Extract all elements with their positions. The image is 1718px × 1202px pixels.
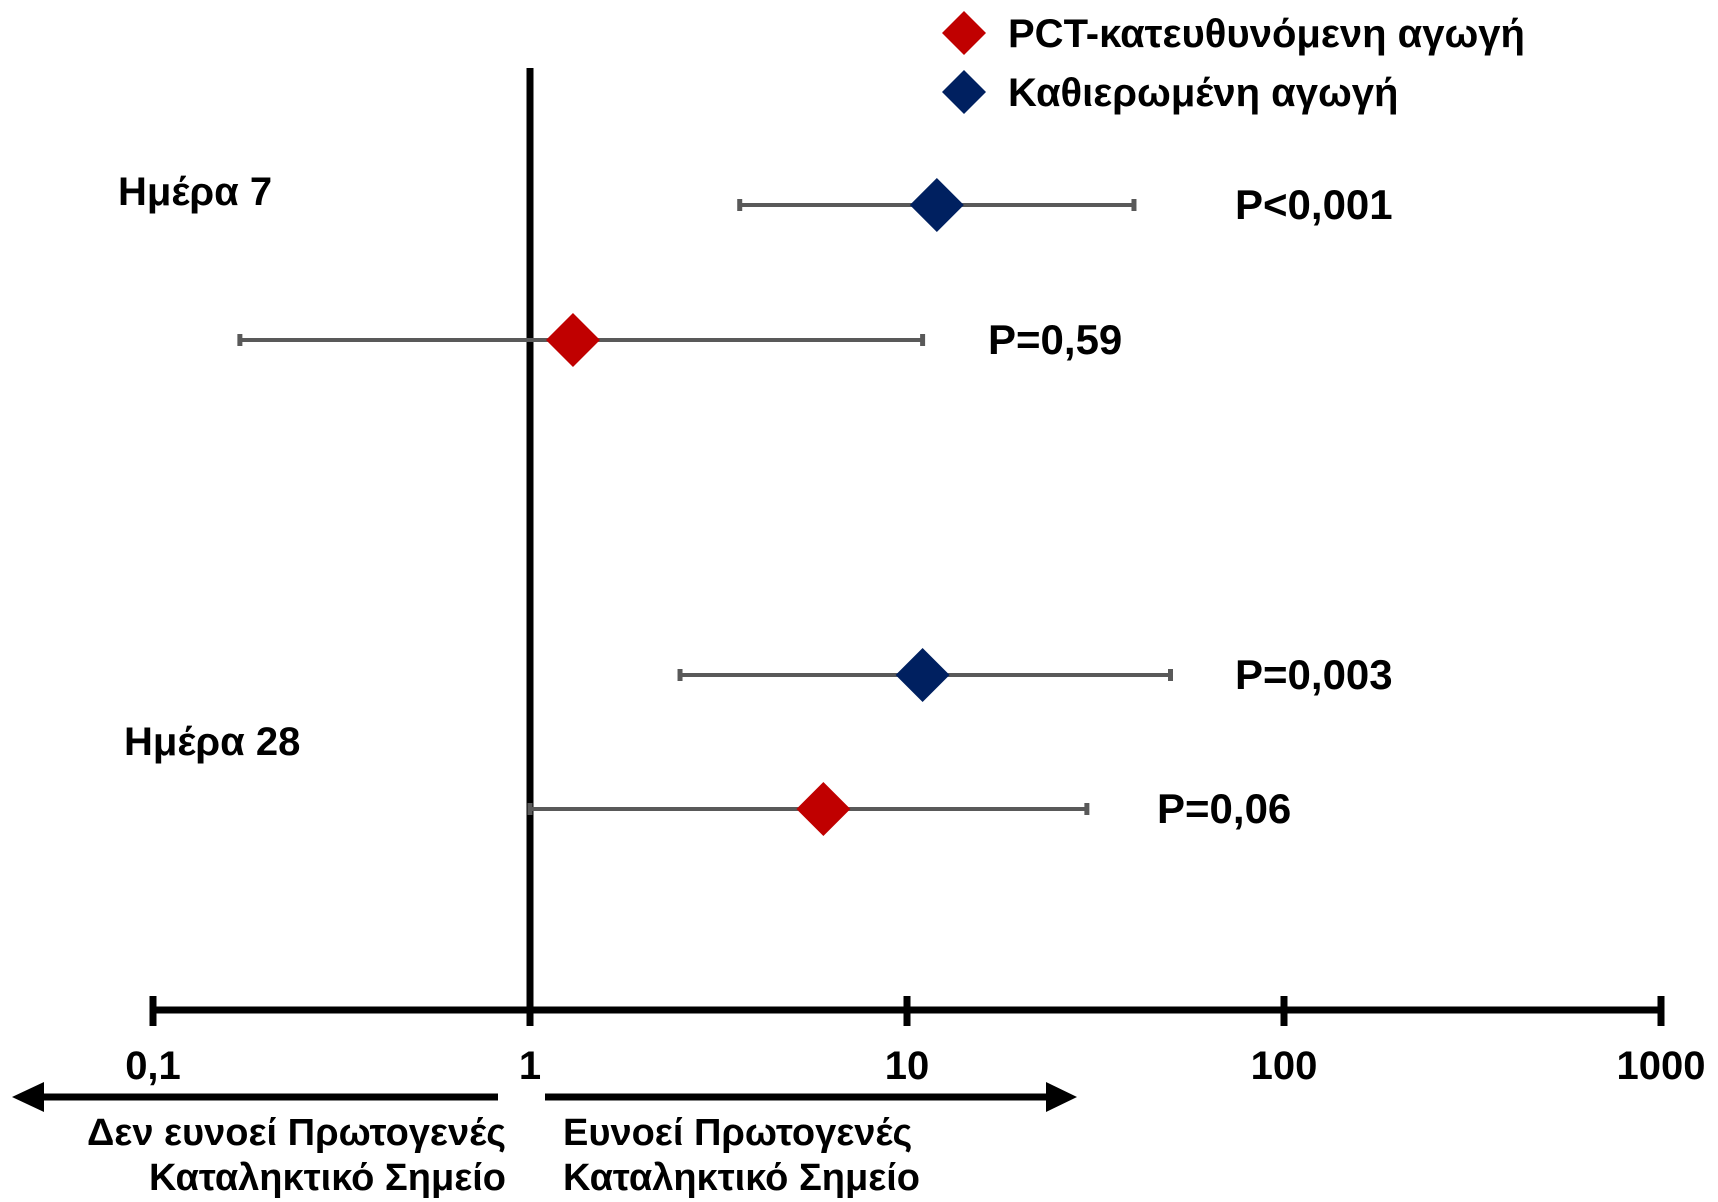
estimate-diamond: [909, 178, 964, 232]
legend-label: Καθιερωμένη αγωγή: [1008, 71, 1398, 115]
legend-marker: [942, 11, 986, 55]
legend-marker: [942, 70, 986, 114]
right-arrow-head: [1046, 1082, 1077, 1112]
estimate-diamond: [796, 782, 851, 836]
estimate-diamond: [895, 648, 950, 702]
group-label: Ημέρα 28: [124, 720, 300, 764]
p-value-label: P=0,59: [988, 316, 1122, 363]
direction-label-right: Καταληκτικό Σημείο: [563, 1157, 920, 1199]
p-value-label: P=0,003: [1235, 651, 1393, 698]
x-tick-label: 1000: [1617, 1044, 1706, 1088]
x-tick-label: 100: [1251, 1044, 1318, 1088]
p-value-label: P=0,06: [1157, 785, 1291, 832]
x-tick-label: 0,1: [125, 1044, 181, 1088]
x-tick-label: 10: [885, 1044, 930, 1088]
estimate-diamond: [545, 313, 600, 367]
p-value-label: P<0,001: [1235, 181, 1393, 228]
x-tick-label: 1: [519, 1044, 541, 1088]
direction-label-right: Ευνοεί Πρωτογενές: [563, 1112, 912, 1154]
left-arrow-head: [12, 1082, 44, 1112]
direction-label-left: Δεν ευνοεί Πρωτογενές: [87, 1112, 506, 1154]
legend-label: PCT-κατευθυνόμενη αγωγή: [1008, 12, 1525, 56]
group-label: Ημέρα 7: [118, 170, 272, 214]
direction-label-left: Καταληκτικό Σημείο: [149, 1157, 506, 1199]
